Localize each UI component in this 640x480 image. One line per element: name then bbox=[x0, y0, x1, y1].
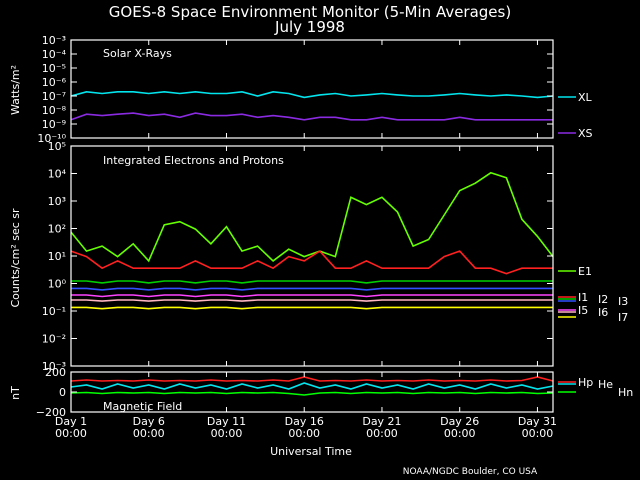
legend-label-I6: I6 bbox=[598, 306, 608, 319]
magnetic-series-group bbox=[70, 376, 554, 396]
legend-label-Hp: Hp bbox=[578, 376, 593, 389]
series-line-I5 bbox=[71, 294, 553, 298]
particles-ytick-label: 10⁻¹ bbox=[42, 305, 66, 318]
series-line-XS bbox=[70, 112, 553, 121]
xray-ytick-label: 10⁻⁶ bbox=[42, 76, 67, 89]
particles-ytick-label: 10⁵ bbox=[48, 140, 66, 153]
xray-series-group bbox=[70, 90, 554, 121]
particles-ytick-label: 10¹ bbox=[48, 250, 66, 263]
particles-ytick-label: 10⁴ bbox=[48, 168, 67, 181]
panels: 10⁻³10⁻⁴10⁻⁵10⁻⁶10⁻⁷10⁻⁸10⁻⁹10⁻¹⁰10⁵10⁴1… bbox=[36, 34, 554, 419]
legend-label-He: He bbox=[598, 378, 613, 391]
legend-label-I1: I1 bbox=[578, 291, 588, 304]
series-line-I2 bbox=[71, 280, 553, 284]
xray-ylabel: Watts/m² bbox=[9, 65, 22, 115]
xray-ytick-label: 10⁻⁸ bbox=[42, 104, 67, 117]
xray-ytick-label: 10⁻⁹ bbox=[42, 118, 66, 131]
particles-ylabel: Counts/cm² sec sr bbox=[9, 208, 22, 308]
credit-text: NOAA/NGDC Boulder, CO USA bbox=[403, 467, 538, 477]
x-tick-label: Day 26 bbox=[440, 415, 479, 428]
x-tick-label: Day 11 bbox=[207, 415, 246, 428]
legend-label-E1: E1 bbox=[578, 265, 592, 278]
x-tick-label: 00:00 bbox=[522, 427, 554, 440]
panel-magnetic: 200 0 −200 bbox=[36, 366, 554, 419]
xray-frame bbox=[70, 39, 554, 139]
x-tick-label: Day 31 bbox=[518, 415, 557, 428]
magnetic-panel-label: Magnetic Field bbox=[103, 400, 182, 413]
x-tick-label: Day 21 bbox=[362, 415, 401, 428]
x-tick-label: 00:00 bbox=[288, 427, 320, 440]
series-line-Hn bbox=[70, 391, 554, 396]
x-tick-label: 00:00 bbox=[366, 427, 398, 440]
xray-ytick-label: 10⁻⁵ bbox=[42, 62, 66, 75]
particles-ytick-label: 10⁰ bbox=[48, 278, 67, 291]
series-line-I1 bbox=[70, 250, 553, 275]
legend-label-I3: I3 bbox=[618, 295, 628, 308]
series-line-E1 bbox=[70, 171, 554, 263]
panel-particles: 10⁵ 10⁴ 10³ 10² 10¹ 10⁰ 10⁻¹ 10⁻² 10⁻³ bbox=[42, 140, 554, 373]
x-tick-label: 00:00 bbox=[444, 427, 476, 440]
magnetic-ytick-label: −200 bbox=[36, 406, 66, 419]
particles-panel-label: Integrated Electrons and Protons bbox=[103, 154, 284, 167]
series-line-I7 bbox=[71, 306, 553, 310]
magnetic-ytick-label: 0 bbox=[59, 386, 66, 399]
particles-ytick-label: 10³ bbox=[48, 195, 66, 208]
legend-label-I5: I5 bbox=[578, 304, 588, 317]
xray-panel-label: Solar X-Rays bbox=[103, 47, 172, 60]
x-tick-label: 00:00 bbox=[133, 427, 165, 440]
xray-ytick-label: 10⁻¹⁰ bbox=[37, 132, 66, 145]
magnetic-ytick-label: 200 bbox=[45, 366, 66, 379]
chart-subtitle: July 1998 bbox=[274, 18, 345, 36]
panel-xray: 10⁻³10⁻⁴10⁻⁵10⁻⁶10⁻⁷10⁻⁸10⁻⁹10⁻¹⁰ bbox=[37, 34, 554, 145]
x-tick-label: Day 6 bbox=[133, 415, 165, 428]
magnetic-ylabel: nT bbox=[9, 386, 22, 400]
xray-ytick-label: 10⁻⁷ bbox=[42, 90, 66, 103]
legend-label-I2: I2 bbox=[598, 293, 608, 306]
series-line-Hp bbox=[70, 376, 554, 382]
legends: XL XS E1 I1 I2 I3 I5 I6 I7 Hp He Hn bbox=[558, 91, 633, 399]
x-tick-label: 00:00 bbox=[211, 427, 243, 440]
xray-ytick-label: 10⁻⁴ bbox=[42, 48, 67, 61]
particles-ytick-label: 10⁻² bbox=[42, 333, 66, 346]
x-tick-label: Day 16 bbox=[285, 415, 324, 428]
particles-ytick-label: 10⁻³ bbox=[42, 360, 66, 373]
xray-ytick-label: 10⁻³ bbox=[42, 34, 66, 47]
series-line-He bbox=[70, 382, 554, 390]
particles-series-group bbox=[70, 171, 554, 310]
legend-label-Hn: Hn bbox=[618, 386, 633, 399]
x-tick-label: 00:00 bbox=[55, 427, 87, 440]
legend-label-XS: XS bbox=[578, 127, 593, 140]
x-tick-label: Day 1 bbox=[55, 415, 87, 428]
x-axis-label: Universal Time bbox=[270, 445, 352, 458]
chart-title: GOES-8 Space Environment Monitor (5-Min … bbox=[109, 3, 511, 21]
series-line-I6 bbox=[71, 299, 553, 302]
legend-label-I7: I7 bbox=[618, 311, 628, 324]
series-line-I3 bbox=[71, 287, 553, 291]
legend-label-XL: XL bbox=[578, 91, 593, 104]
series-line-XL bbox=[70, 90, 554, 99]
particles-ytick-label: 10² bbox=[48, 223, 66, 236]
